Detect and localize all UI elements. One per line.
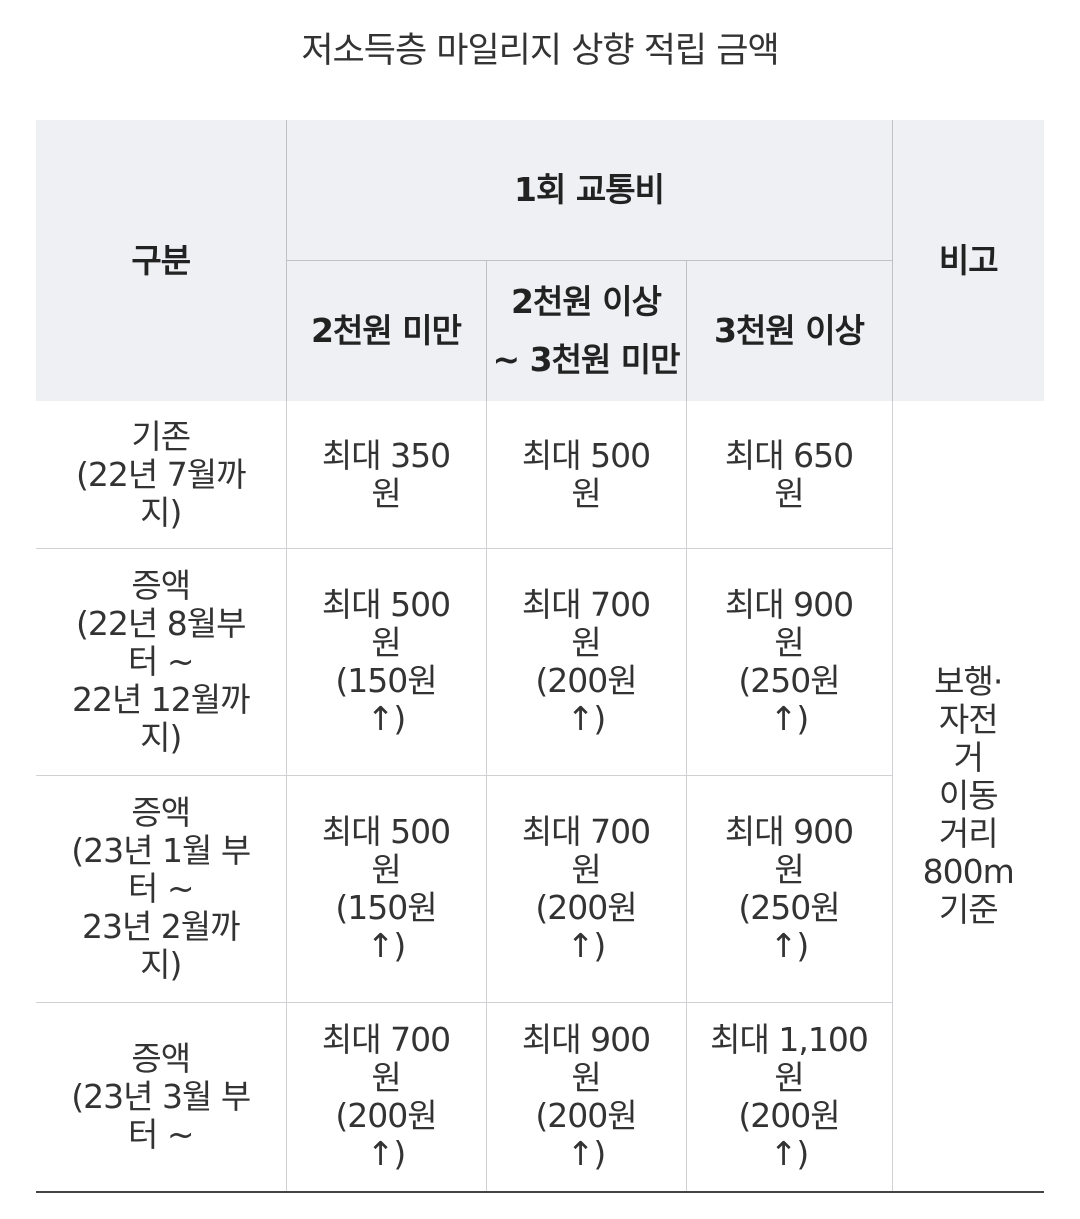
mileage-cell: 최대 1,100 원 (200원 ↑) [685, 1002, 892, 1193]
note-line: 거 [953, 738, 984, 777]
header-2k-to-3k: 2천원 이상 ~ 3천원 미만 [485, 260, 686, 401]
category-line: 지) [140, 945, 182, 984]
category-line: (23년 3월 부 [71, 1077, 251, 1116]
mileage-line: 원 [371, 850, 401, 889]
note-line: 보행· [934, 662, 1003, 701]
mileage-line: 원 [571, 623, 601, 662]
category-line: 증액 [131, 793, 191, 832]
mileage-line: (200원 [738, 1096, 840, 1135]
mileage-cell: 최대 500 원 (150원 ↑) [285, 548, 486, 776]
mileage-cell: 최대 500 원 (150원 ↑) [285, 775, 486, 1003]
category-line: (23년 1월 부 [71, 831, 251, 870]
mileage-line: (150원 [335, 888, 437, 927]
header-fare-group: 1회 교통비 [285, 120, 893, 261]
mileage-line: 최대 650 [724, 435, 854, 475]
mileage-cell: 최대 900 원 (250원 ↑) [685, 775, 892, 1003]
mileage-line: 최대 500 [321, 585, 451, 624]
mileage-line: ↑) [566, 699, 607, 738]
mileage-line: ↑) [769, 926, 810, 965]
category-line: 지) [140, 718, 182, 757]
row-category: 증액 (22년 8월부 터 ~22년 12월까 지) [36, 548, 286, 776]
mileage-line: 원 [371, 1058, 401, 1097]
mileage-line: ↑) [566, 1134, 607, 1173]
category-line: 터 ~ [127, 1115, 195, 1154]
mileage-line: 최대 700 [521, 585, 651, 624]
mileage-line: 원 [774, 623, 804, 662]
category-line: 터 ~ [127, 869, 195, 908]
mileage-line: (200원 [535, 1096, 637, 1135]
mileage-line: ↑) [566, 926, 607, 965]
table-row: 기존 (22년 7월까 지) 최대 350 원 최대 500 원 최대 650 원 보행· 자전 거 이… [36, 401, 1044, 1193]
category-line: 지) [140, 492, 182, 532]
category-line: (22년 8월부 [76, 604, 246, 643]
note-line: 기준 [938, 890, 999, 929]
mileage-line: (250원 [738, 661, 840, 700]
table-row: 증액 (22년 8월부 터 ~22년 12월까 지) 최대 500 원 (150원 ↑) 최대 … [36, 548, 1044, 776]
mileage-line: 원 [571, 473, 601, 513]
mileage-line: (200원 [535, 888, 637, 927]
mileage-line: 최대 900 [724, 812, 854, 851]
note-line: 거리 [938, 814, 999, 853]
mileage-line: (250원 [738, 888, 840, 927]
header-category: 구분 [36, 120, 286, 401]
mileage-line: 원 [371, 473, 401, 513]
category-line: 23년 2월까 [81, 907, 241, 946]
mileage-cell: 최대 650 원 [685, 401, 892, 549]
mileage-line: 최대 900 [724, 585, 854, 624]
row-category: 기존 (22년 7월까 지) [36, 401, 286, 549]
mileage-line: ↑) [769, 1134, 810, 1173]
category-line: 증액 [131, 566, 191, 605]
mileage-cell: 최대 500 원 [485, 401, 686, 549]
mileage-line: 최대 900 [521, 1020, 651, 1059]
mileage-line: 원 [774, 850, 804, 889]
header-under-2k: 2천원 미만 [285, 260, 486, 401]
mileage-line: (200원 [335, 1096, 437, 1135]
header-over-3k: 3천원 이상 [685, 260, 893, 401]
mileage-cell: 최대 900 원 (200원 ↑) [485, 1002, 686, 1193]
mileage-line: 최대 700 [521, 812, 651, 851]
note-cell: 보행· 자전 거 이동 거리 800m 기준 [891, 401, 1044, 1193]
mileage-line: ↑) [366, 699, 407, 738]
mileage-line: 원 [571, 1058, 601, 1097]
category-line: 터 ~ [127, 642, 195, 681]
header-2k-to-3k-line2: ~ 3천원 미만 [492, 340, 680, 379]
mileage-table: 구분 1회 교통비 비고 2천원 미만 2천원 이상 ~ 3천원 미만 3천원 … [36, 120, 1044, 1193]
header-2k-to-3k-line1: 2천원 이상 [511, 282, 662, 321]
mileage-line: (150원 [335, 661, 437, 700]
mileage-line: 원 [371, 623, 401, 662]
category-line: (22년 7월까 [76, 454, 246, 494]
mileage-cell: 최대 700 원 (200원 ↑) [485, 775, 686, 1003]
mileage-cell: 최대 350 원 [285, 401, 486, 549]
table-title: 저소득층 마일리지 상향 적립 금액 [301, 31, 779, 71]
note-line: 이동 [938, 776, 999, 815]
mileage-line: 최대 700 [321, 1020, 451, 1059]
mileage-line: 최대 500 [321, 812, 451, 851]
mileage-line: ↑) [366, 926, 407, 965]
mileage-line: ↑) [769, 699, 810, 738]
mileage-line: 원 [571, 850, 601, 889]
note-line: 800m [922, 852, 1015, 891]
mileage-line: 최대 350 [321, 435, 451, 475]
mileage-line: (200원 [535, 661, 637, 700]
mileage-cell: 최대 900 원 (250원 ↑) [685, 548, 892, 776]
mileage-line: 원 [774, 1058, 804, 1097]
category-line: 증액 [131, 1039, 191, 1078]
mileage-line: 최대 1,100 [710, 1020, 869, 1059]
note-line: 자전 [938, 700, 999, 739]
mileage-line: 최대 500 [521, 435, 651, 475]
category-line: 기존 [131, 416, 191, 456]
mileage-cell: 최대 700 원 (200원 ↑) [285, 1002, 486, 1193]
mileage-line: 원 [774, 473, 804, 513]
mileage-cell: 최대 700 원 (200원 ↑) [485, 548, 686, 776]
category-line: 22년 12월까 [71, 680, 251, 719]
mileage-line: ↑) [366, 1134, 407, 1173]
header-note: 비고 [892, 120, 1044, 401]
table-body: 기존 (22년 7월까 지) 최대 350 원 최대 500 원 최대 650 원 보행· 자전 거 이… [36, 401, 1044, 1193]
